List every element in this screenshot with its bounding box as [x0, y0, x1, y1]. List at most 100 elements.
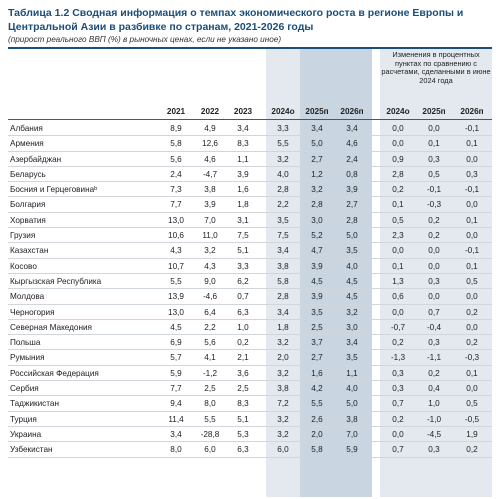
table-cell: -0,5 [464, 414, 480, 424]
table-cell: 0,2 [466, 307, 478, 317]
table-row: Хорватия 13,0 7,0 3,1 3,5 3,0 2,8 0,5 0,2 0,1 [0, 213, 496, 229]
table-cell: 0,6 [392, 292, 404, 302]
table-cell: 1,3 [392, 276, 404, 286]
table-cell: 5,7 [170, 353, 182, 363]
table-cell: 5,6 [170, 154, 182, 164]
table-row: Армения 5,8 12,6 8,3 5,5 5,0 4,6 0,0 0,1 0,1 [0, 136, 496, 152]
table-cell: 0,4 [428, 384, 440, 394]
table-row: Беларусь 2,4 -4,7 3,9 4,0 1,2 0,8 2,8 0,5 0,3 [0, 167, 496, 183]
table-cell: 3,4 [277, 246, 289, 256]
table-cell: 2,7 [311, 154, 323, 164]
table-cell: 4,5 [311, 276, 323, 286]
table-cell: 13,0 [168, 215, 184, 225]
country-name: Азербайджан [10, 154, 62, 164]
table-cell: 8,0 [204, 399, 216, 409]
table-cell: 0,3 [428, 154, 440, 164]
table-row: Польша 6,9 5,6 0,2 3,2 3,7 3,4 0,2 0,3 0,2 [0, 335, 496, 351]
header-rule [8, 119, 492, 120]
table-cell: 1,1 [346, 368, 358, 378]
row-divider [8, 165, 492, 167]
row-divider [8, 150, 492, 152]
table-row: Казахстан 4,3 3,2 5,1 3,4 4,7 3,5 0,0 0,0 -0,1 [0, 243, 496, 259]
table-cell: 0,8 [346, 169, 358, 179]
table-cell: -28,8 [200, 429, 220, 439]
table-cell: 7,7 [170, 384, 182, 394]
row-divider [8, 303, 492, 305]
table-cell: 0,3 [466, 169, 478, 179]
table-cell: -4,7 [202, 169, 218, 179]
table-cell: 2,5 [237, 384, 249, 394]
revision-header-note: Изменения в процентных пунктах по сравне… [381, 50, 491, 85]
table-cell: 3,9 [311, 292, 323, 302]
table-cell: 10,7 [168, 261, 184, 271]
table-cell: 4,3 [204, 261, 216, 271]
table-cell: 11,0 [202, 231, 218, 241]
table-cell: -0,7 [390, 322, 406, 332]
table-cell: 3,8 [346, 414, 358, 424]
table-cell: -1,2 [202, 368, 218, 378]
table-cell: 3,9 [346, 185, 358, 195]
table-cell: 2,4 [170, 169, 182, 179]
table-cell: 4,5 [346, 292, 358, 302]
table-cell: 2,1 [237, 353, 249, 363]
country-name: Сербия [10, 384, 39, 394]
table-cell: 5,6 [204, 338, 216, 348]
table-cell: 7,2 [277, 399, 289, 409]
country-name: Узбекистан [10, 445, 53, 455]
table-cell: 5,5 [311, 399, 323, 409]
table-cell: 0,2 [466, 445, 478, 455]
table-cell: 0,1 [466, 215, 478, 225]
table-cell: 0,2 [428, 215, 440, 225]
row-divider [8, 364, 492, 366]
row-divider [8, 441, 492, 443]
table-cell: 0,0 [392, 307, 404, 317]
column-header: 2025п [305, 107, 329, 116]
table-cell: 3,9 [237, 169, 249, 179]
table-cell: 7,5 [277, 231, 289, 241]
table-cell: 0,0 [466, 154, 478, 164]
table-cell: 3,1 [237, 215, 249, 225]
table-cell: 5,8 [277, 276, 289, 286]
table-row: Турция 11,4 5,5 5,1 3,2 2,6 3,8 0,2 -1,0 -0,5 [0, 412, 496, 427]
row-divider [8, 318, 492, 320]
country-name: Румыния [10, 353, 45, 363]
table-cell: 0,3 [392, 384, 404, 394]
table-cell: 3,4 [346, 124, 358, 133]
table-cell: 2,7 [311, 353, 323, 363]
row-divider [8, 181, 492, 183]
table-cell: 0,0 [428, 292, 440, 302]
table-cell: 8,3 [237, 399, 249, 409]
table-cell: -0,1 [426, 185, 442, 195]
table-cell: 3,4 [277, 307, 289, 317]
table-cell: 2,8 [346, 215, 358, 225]
table-row: Грузия 10,6 11,0 7,5 7,5 5,2 5,0 2,3 0,2 0,0 [0, 228, 496, 244]
table-cell: 3,5 [346, 353, 358, 363]
country-name: Черногория [10, 307, 55, 317]
table-cell: 1,6 [311, 368, 323, 378]
table-cell: 0,5 [466, 276, 478, 286]
table-cell: -0,1 [464, 246, 480, 256]
table-number: Таблица 1.2 [8, 7, 70, 19]
table-cell: 5,9 [170, 368, 182, 378]
table-cell: 0,0 [392, 124, 404, 133]
table-cell: 7,7 [170, 200, 182, 210]
table-cell: 2,2 [204, 322, 216, 332]
table-cell: 4,5 [346, 276, 358, 286]
table-cell: 3,9 [204, 200, 216, 210]
table-row: Черногория 13,0 6,4 6,3 3,4 3,5 3,2 0,0 0,7 0,2 [0, 305, 496, 320]
column-header: 2022 [200, 107, 220, 116]
table-cell: 3,5 [311, 307, 323, 317]
table-cell: 0,5 [428, 169, 440, 179]
table-row: Таджикистан 9,4 8,0 8,3 7,2 5,5 5,0 0,7 1,0 0,5 [0, 396, 496, 412]
table-cell: 0,3 [428, 338, 440, 348]
table-cell: 0,1 [466, 368, 478, 378]
table-cell: 0,2 [237, 338, 249, 348]
table-cell: 0,0 [428, 124, 440, 133]
table-title: Таблица 1.2 Сводная информация о темпах … [8, 6, 488, 34]
table-cell: 0,2 [466, 338, 478, 348]
country-name: Польша [10, 338, 41, 348]
table-cell: 7,3 [170, 185, 182, 195]
table-cell: 0,3 [392, 368, 404, 378]
table-cell: 5,0 [346, 399, 358, 409]
table-cell: 3,5 [277, 215, 289, 225]
